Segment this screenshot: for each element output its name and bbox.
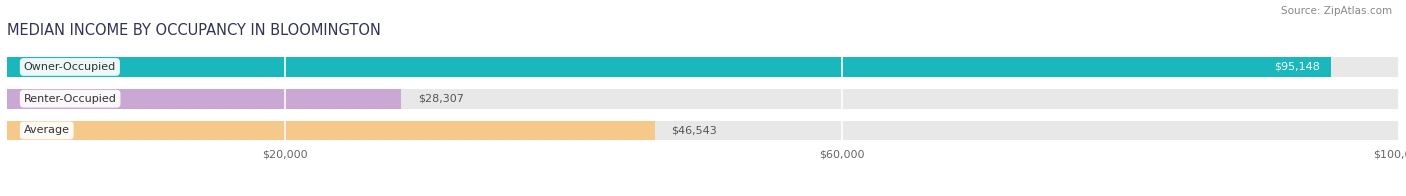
Bar (7, 57, 1399, 77)
Text: $95,148: $95,148 (1274, 62, 1320, 72)
Bar (7, 121, 655, 140)
Bar (7, 89, 401, 109)
Bar (7, 121, 1399, 140)
Text: $46,543: $46,543 (672, 125, 717, 135)
Bar (7, 57, 1331, 77)
Text: MEDIAN INCOME BY OCCUPANCY IN BLOOMINGTON: MEDIAN INCOME BY OCCUPANCY IN BLOOMINGTO… (7, 23, 381, 38)
Text: Source: ZipAtlas.com: Source: ZipAtlas.com (1281, 6, 1392, 16)
Text: Renter-Occupied: Renter-Occupied (24, 94, 117, 104)
Text: Average: Average (24, 125, 70, 135)
Text: $28,307: $28,307 (418, 94, 464, 104)
Text: Owner-Occupied: Owner-Occupied (24, 62, 115, 72)
Bar (7, 89, 1399, 109)
